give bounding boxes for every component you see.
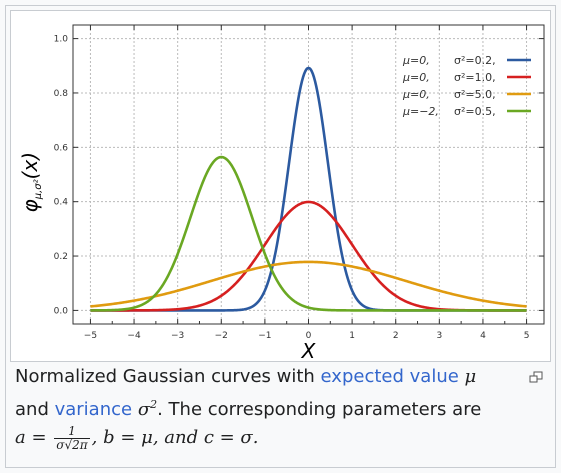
- x-tick-label: −3: [171, 331, 184, 341]
- y-tick-label: 0.0: [54, 306, 69, 316]
- ticks: −5 −4 −3 −2 −1 0 1 2 3 4 5 0.0 0.2 0.4 0.6 0.8 1.0: [54, 25, 544, 341]
- caption-sup: 2: [150, 398, 158, 411]
- svg-text:φμ,σ²(x): φμ,σ²(x): [18, 152, 44, 213]
- curves: [90, 66, 527, 312]
- variance-link[interactable]: variance: [54, 399, 133, 420]
- legend-mu-label: μ=−2,: [402, 105, 439, 118]
- y-axis-label-main: φ: [18, 199, 42, 212]
- caption-sigma: σ: [132, 399, 151, 420]
- legend-mu-label: μ=0,: [402, 88, 430, 101]
- y-tick-label: 1.0: [54, 35, 69, 45]
- caption-b-part: , b = μ, and c = σ.: [91, 427, 259, 448]
- legend-variance-label: σ²=5.0,: [454, 88, 496, 101]
- fraction-denominator: σ√2π: [56, 437, 88, 452]
- figure-caption: Normalized Gaussian curves with expected…: [15, 363, 535, 452]
- caption-text: . The corresponding parameters are: [157, 399, 482, 420]
- chart-svg: −5 −4 −3 −2 −1 0 1 2 3 4 5 0.0 0.2 0.4 0.6 0.8 1.0 μ=0, σ…: [18, 24, 545, 363]
- y-axis-label: φμ,σ²(x): [18, 152, 44, 213]
- x-tick-label: 2: [393, 331, 399, 341]
- x-tick-label: −2: [215, 331, 228, 341]
- caption-fraction: 1 σ√2π: [54, 424, 90, 452]
- thumbnail-frame: −5 −4 −3 −2 −1 0 1 2 3 4 5 0.0 0.2 0.4 0.6 0.8 1.0 μ=0, σ…: [5, 5, 556, 468]
- y-tick-label: 0.4: [54, 198, 69, 208]
- caption-text: Normalized Gaussian curves with: [15, 366, 321, 387]
- x-tick-label: 5: [524, 331, 530, 341]
- series-line: [90, 260, 527, 308]
- caption-text: and: [15, 399, 55, 420]
- y-tick-label: 0.2: [54, 252, 68, 262]
- legend-variance-label: σ²=1.0,: [454, 71, 496, 84]
- x-tick-label: −4: [127, 331, 141, 341]
- x-axis-label: X: [301, 339, 317, 361]
- x-tick-label: 4: [480, 331, 486, 341]
- magnify-clip-icon[interactable]: [529, 368, 543, 383]
- y-axis-label-paren: (x): [18, 152, 42, 179]
- y-axis-label-sub: μ,σ²: [33, 179, 44, 200]
- x-tick-label: 1: [349, 331, 355, 341]
- gaussian-figure[interactable]: −5 −4 −3 −2 −1 0 1 2 3 4 5 0.0 0.2 0.4 0.6 0.8 1.0 μ=0, σ…: [10, 10, 551, 363]
- y-tick-label: 0.8: [54, 89, 69, 99]
- series-line: [90, 155, 527, 312]
- x-tick-label: −1: [258, 331, 271, 341]
- legend: μ=0, σ²=0.2, μ=0, σ²=1.0, μ=0, σ²=5.0, μ=−2, σ²…: [402, 54, 531, 118]
- y-tick-label: 0.6: [54, 143, 69, 153]
- expected-value-link[interactable]: expected value: [320, 366, 459, 387]
- grid: [73, 25, 544, 324]
- fraction-numerator: 1: [54, 424, 90, 439]
- legend-variance-label: σ²=0.5,: [454, 105, 496, 118]
- x-tick-label: −5: [84, 331, 97, 341]
- x-tick-label: 3: [436, 331, 442, 341]
- x-tick-label: 0: [306, 331, 312, 341]
- legend-mu-label: μ=0,: [402, 71, 430, 84]
- caption-a-eq: a =: [15, 427, 53, 448]
- legend-variance-label: σ²=0.2,: [454, 54, 496, 67]
- caption-mu: μ: [458, 366, 477, 387]
- legend-mu-label: μ=0,: [402, 54, 430, 67]
